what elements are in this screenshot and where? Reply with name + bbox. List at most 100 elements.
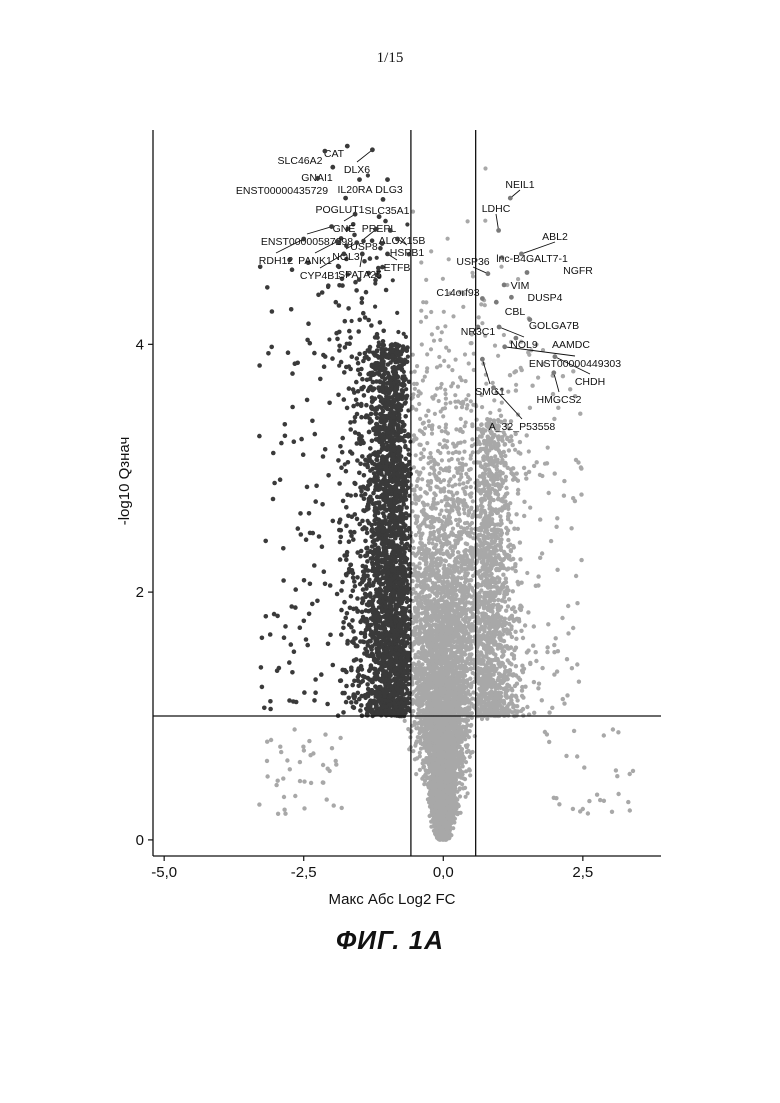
- data-point: [466, 393, 470, 397]
- data-point: [469, 409, 473, 413]
- data-point: [528, 506, 532, 510]
- data-point: [430, 427, 434, 431]
- data-point: [461, 481, 465, 485]
- data-point: [413, 387, 417, 391]
- data-point: [458, 794, 462, 798]
- data-point: [419, 457, 423, 461]
- data-point: [426, 409, 430, 413]
- data-point: [437, 399, 441, 403]
- data-point: [454, 518, 458, 522]
- data-point: [406, 355, 410, 359]
- data-point: [423, 375, 427, 379]
- data-point: [412, 433, 416, 437]
- data-point: [423, 426, 427, 430]
- data-point: [417, 473, 421, 477]
- data-point: [463, 424, 467, 428]
- data-point: [444, 392, 448, 396]
- data-point: [459, 441, 463, 445]
- data-point: [413, 674, 417, 678]
- data-point: [450, 368, 454, 372]
- data-point: [463, 574, 467, 578]
- data-point: [424, 414, 428, 418]
- data-point: [454, 405, 458, 409]
- data-point: [447, 534, 451, 538]
- data-point: [457, 512, 461, 516]
- data-point: [411, 749, 415, 753]
- data-point: [458, 478, 462, 482]
- data-point: [419, 598, 423, 602]
- data-point: [465, 505, 469, 509]
- data-point: [408, 567, 412, 571]
- data-point: [458, 461, 462, 465]
- data-point: [513, 448, 517, 452]
- data-point: [416, 650, 420, 654]
- data-point: [423, 629, 427, 633]
- data-point: [464, 760, 468, 764]
- data-point: [422, 447, 426, 451]
- data-point: [412, 546, 416, 550]
- data-point: [444, 559, 448, 563]
- data-point: [425, 441, 429, 445]
- data-point: [454, 358, 458, 362]
- data-point: [469, 601, 473, 605]
- data-point: [471, 536, 475, 540]
- data-point: [446, 431, 450, 435]
- data-point: [500, 401, 504, 405]
- data-point: [414, 502, 418, 506]
- data-point: [456, 399, 460, 403]
- data-point: [427, 538, 431, 542]
- data-point: [440, 330, 444, 334]
- data-point: [502, 333, 506, 337]
- data-point: [467, 361, 471, 365]
- data-point: [451, 549, 455, 553]
- data-point: [465, 745, 469, 749]
- data-point: [414, 726, 418, 730]
- data-point: [424, 315, 428, 319]
- data-point: [471, 750, 475, 754]
- data-point: [466, 219, 470, 223]
- data-point: [438, 338, 442, 342]
- data-point: [415, 693, 419, 697]
- data-point: [451, 484, 455, 488]
- data-point: [411, 709, 415, 713]
- data-point: [422, 782, 426, 786]
- data-point: [446, 664, 450, 668]
- data-point: [449, 661, 453, 665]
- data-point: [470, 422, 474, 426]
- data-point: [455, 491, 459, 495]
- data-point: [442, 438, 446, 442]
- data-point: [439, 509, 443, 513]
- data-point: [429, 531, 433, 535]
- data-point: [444, 397, 448, 401]
- data-point: [420, 541, 424, 545]
- data-point: [414, 533, 418, 537]
- data-point: [430, 332, 434, 336]
- data-point: [491, 381, 495, 385]
- data-point: [420, 645, 424, 649]
- data-point: [437, 471, 441, 475]
- data-point: [464, 397, 468, 401]
- data-point: [464, 420, 468, 424]
- data-point: [525, 571, 529, 575]
- data-point: [444, 402, 448, 406]
- data-point: [415, 484, 419, 488]
- data-point: [436, 326, 440, 330]
- data-point: [456, 506, 460, 510]
- data-point: [451, 451, 455, 455]
- data-point: [456, 458, 460, 462]
- data-point: [480, 321, 484, 325]
- data-point: [417, 594, 421, 598]
- data-point: [460, 468, 464, 472]
- data-point: [464, 640, 468, 644]
- data-point: [419, 320, 423, 324]
- data-point: [417, 402, 421, 406]
- data-point: [403, 719, 407, 723]
- data-point: [468, 773, 472, 777]
- data-point: [441, 414, 445, 418]
- data-point: [418, 768, 422, 772]
- data-point: [429, 347, 433, 351]
- data-point: [453, 544, 457, 548]
- data-point: [493, 344, 497, 348]
- data-point: [465, 521, 469, 525]
- data-point: [460, 782, 464, 786]
